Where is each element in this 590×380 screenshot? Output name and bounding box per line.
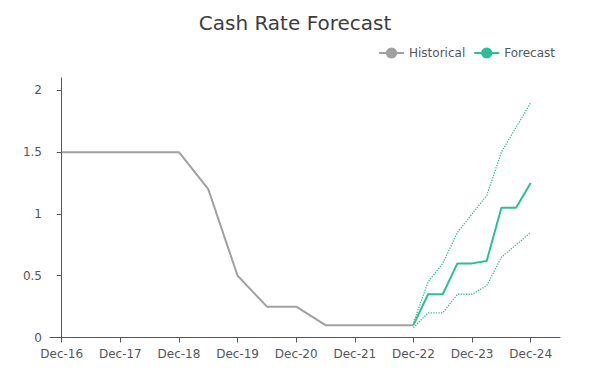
svg-text:Dec-17: Dec-17: [99, 347, 142, 361]
svg-text:0.5: 0.5: [23, 269, 42, 283]
svg-text:Dec-22: Dec-22: [392, 347, 435, 361]
svg-text:Dec-20: Dec-20: [275, 347, 318, 361]
svg-text:Dec-23: Dec-23: [451, 347, 494, 361]
svg-text:Forecast: Forecast: [504, 46, 555, 60]
svg-text:Dec-16: Dec-16: [40, 347, 83, 361]
svg-text:1: 1: [34, 207, 42, 221]
svg-text:Dec-18: Dec-18: [158, 347, 201, 361]
svg-text:Dec-21: Dec-21: [333, 347, 376, 361]
svg-text:Cash Rate Forecast: Cash Rate Forecast: [199, 11, 392, 35]
svg-text:Historical: Historical: [409, 46, 465, 60]
svg-text:0: 0: [34, 331, 42, 345]
svg-text:Dec-19: Dec-19: [216, 347, 259, 361]
svg-text:2: 2: [34, 83, 42, 97]
svg-text:1.5: 1.5: [23, 145, 42, 159]
svg-text:Dec-24: Dec-24: [509, 347, 552, 361]
